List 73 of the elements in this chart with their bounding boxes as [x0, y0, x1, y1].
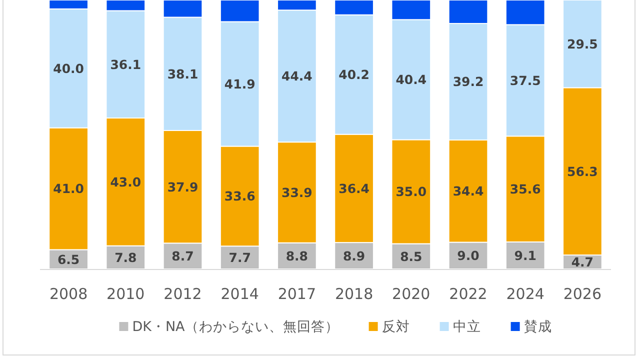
- bar: [391, 139, 432, 244]
- x-tick-label: 2026: [563, 285, 602, 303]
- data-label: 41.0: [53, 181, 84, 196]
- data-label: 8.5: [400, 248, 422, 264]
- data-label: 8.8: [286, 248, 308, 264]
- data-label: 9.0: [457, 248, 480, 264]
- data-label: 36.1: [110, 56, 142, 72]
- bar: [162, 130, 203, 244]
- data-label: 43.0: [110, 174, 142, 190]
- data-label: 36.4: [338, 180, 370, 196]
- bar: [277, 142, 317, 244]
- bar: [334, 134, 374, 244]
- data-label: 35.6: [510, 182, 542, 197]
- bar: [505, 24, 546, 137]
- data-label: 4.7: [571, 254, 594, 270]
- data-label: 7.8: [114, 250, 137, 265]
- legend-label: DK・NA（わからない、無回答）: [132, 319, 339, 335]
- data-label: 9.1: [514, 248, 536, 263]
- data-label: 56.3: [567, 164, 598, 179]
- data-label: 40.2: [338, 67, 370, 82]
- data-label: 8.7: [172, 248, 194, 264]
- bar: [220, 0, 260, 22]
- data-label: 39.2: [452, 74, 484, 90]
- bar: [448, 140, 488, 243]
- bar: [505, 136, 546, 242]
- bar: [48, 0, 88, 10]
- bar: [162, 16, 203, 131]
- bar: [505, 0, 546, 26]
- data-label: 40.0: [53, 60, 84, 76]
- data-label: 35.0: [396, 184, 427, 200]
- x-tick-label: 2022: [449, 285, 488, 303]
- bar: [48, 127, 88, 250]
- bar: [220, 146, 260, 247]
- bar: [391, 19, 432, 140]
- data-label: 38.1: [167, 66, 198, 82]
- bar: [448, 0, 488, 24]
- legend-label: 反対: [382, 319, 410, 335]
- bar: [277, 0, 317, 11]
- x-tick-label: 2012: [164, 285, 202, 303]
- bar: [220, 21, 260, 147]
- x-tick-label: 2017: [278, 285, 316, 303]
- legend-label: 賛成: [524, 319, 552, 335]
- bar: [106, 0, 146, 12]
- bar: [277, 10, 317, 143]
- bar: [391, 0, 432, 20]
- data-label: 33.6: [224, 188, 256, 204]
- bar: [334, 14, 374, 135]
- data-label: 41.9: [224, 76, 256, 92]
- x-tick-label: 2018: [334, 285, 374, 303]
- x-tick-label: 2024: [506, 285, 544, 303]
- data-label: 29.5: [567, 36, 598, 52]
- legend-label: 中立: [452, 319, 481, 335]
- x-tick-label: 2014: [220, 285, 259, 303]
- bar: [334, 0, 374, 16]
- bar: [448, 22, 488, 140]
- data-label: 6.5: [57, 252, 80, 267]
- bar: [106, 10, 146, 119]
- bar: [162, 0, 203, 18]
- x-tick-label: 2020: [392, 285, 430, 303]
- data-label: 34.4: [452, 184, 484, 199]
- bar: [562, 87, 602, 256]
- bar: [48, 8, 88, 128]
- bar: [106, 118, 146, 246]
- data-label: 40.4: [396, 72, 427, 88]
- data-label: 37.9: [167, 179, 198, 194]
- bar: [562, 0, 602, 88]
- data-label: 8.9: [342, 248, 366, 264]
- data-label: 33.9: [282, 184, 312, 200]
- x-tick-label: 2008: [49, 285, 88, 303]
- data-label: 7.7: [228, 250, 251, 266]
- data-label: 37.5: [510, 72, 541, 88]
- x-tick-label: 2010: [106, 285, 145, 303]
- data-label: 44.4: [282, 68, 313, 84]
